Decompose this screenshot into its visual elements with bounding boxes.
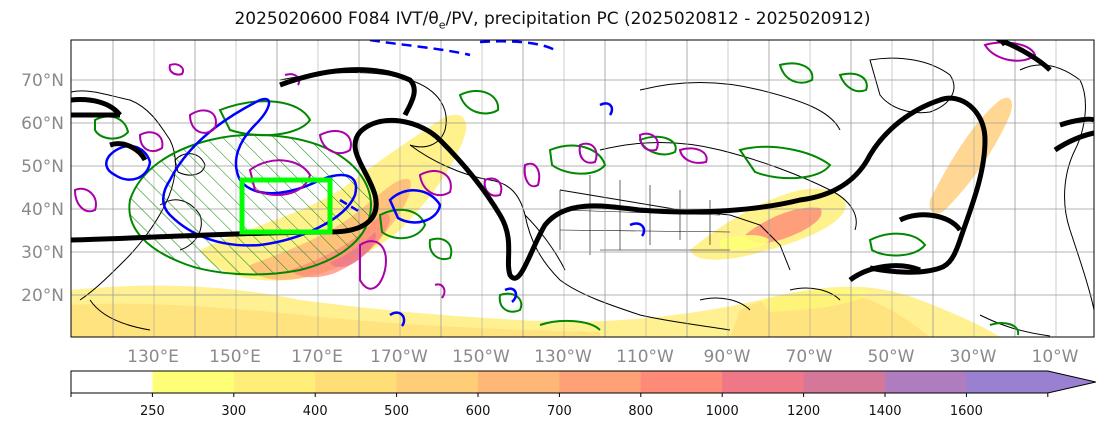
lon-label: 30°W [950, 347, 997, 367]
lat-label: 60°N [21, 114, 64, 134]
colorbar-segment [559, 371, 642, 393]
lon-label: 150°E [209, 347, 261, 367]
colorbar-segment [233, 371, 316, 393]
colorbar-tick-label: 400 [303, 404, 328, 419]
lon-label: 130°E [127, 347, 179, 367]
colorbar-tick-label: 500 [384, 404, 409, 419]
lon-label: 130°W [534, 347, 592, 367]
lat-label: 70°N [21, 71, 64, 91]
colorbar-tick-label: 800 [628, 404, 653, 419]
lon-label: 50°W [868, 347, 915, 367]
target-box [239, 177, 333, 235]
colorbar-extend-arrow [1047, 371, 1096, 393]
longitude-labels: 130°E 150°E 170°E 170°W 150°W 130°W 110°W 90°W 7… [127, 347, 1079, 367]
pv-contours [73, 41, 1037, 299]
precip-contours [94, 62, 1020, 336]
colorbar-ticks: 250 300 400 500 600 700 800 1000 1200 1400 1600 [70, 393, 1049, 419]
colorbar-segment [478, 371, 560, 393]
lon-label: 10°W [1032, 347, 1079, 367]
colorbar-segment [966, 371, 1049, 393]
colorbar-segment [396, 371, 479, 393]
colorbar-segment [315, 371, 398, 393]
theta-subscript: e [438, 18, 446, 32]
map-frame [70, 39, 1095, 338]
lat-label: 50°N [21, 157, 64, 177]
colorbar-tick-label: 600 [466, 404, 491, 419]
colorbar-tick-label: 1200 [787, 404, 820, 419]
colorbar-segment [722, 371, 805, 393]
lat-label: 40°N [21, 200, 64, 220]
colorbar-segment [640, 371, 723, 393]
lon-label: 70°W [786, 347, 833, 367]
lon-label: 170°W [370, 347, 428, 367]
colorbar-segment [71, 371, 153, 393]
colorbar-tick-label: 1600 [950, 404, 983, 419]
colorbar-tick-label: 1000 [706, 404, 739, 419]
lat-label: 20°N [21, 286, 64, 306]
lon-label: 150°W [452, 347, 510, 367]
colorbar-tick-label: 250 [140, 404, 165, 419]
colorbar-segment [152, 371, 235, 393]
colorbar [70, 370, 1096, 394]
map-title: 2025020600 F084 IVT/θe/PV, precipitation… [234, 9, 871, 32]
colorbar-outline [70, 370, 1096, 394]
colorbar-segment [885, 371, 967, 393]
lon-label: 110°W [616, 347, 674, 367]
colorbar-tick-label: 1400 [868, 404, 901, 419]
jet-contours [71, 40, 1094, 283]
lon-label: 170°E [291, 347, 343, 367]
colorbar-tick-label: 300 [221, 404, 246, 419]
lat-label: 30°N [21, 243, 64, 263]
colorbar-segment [803, 371, 886, 393]
lon-label: 90°W [704, 347, 751, 367]
latitude-labels: 70°N 60°N 50°N 40°N 30°N 20°N [21, 71, 64, 306]
colorbar-tick-label: 700 [547, 404, 572, 419]
